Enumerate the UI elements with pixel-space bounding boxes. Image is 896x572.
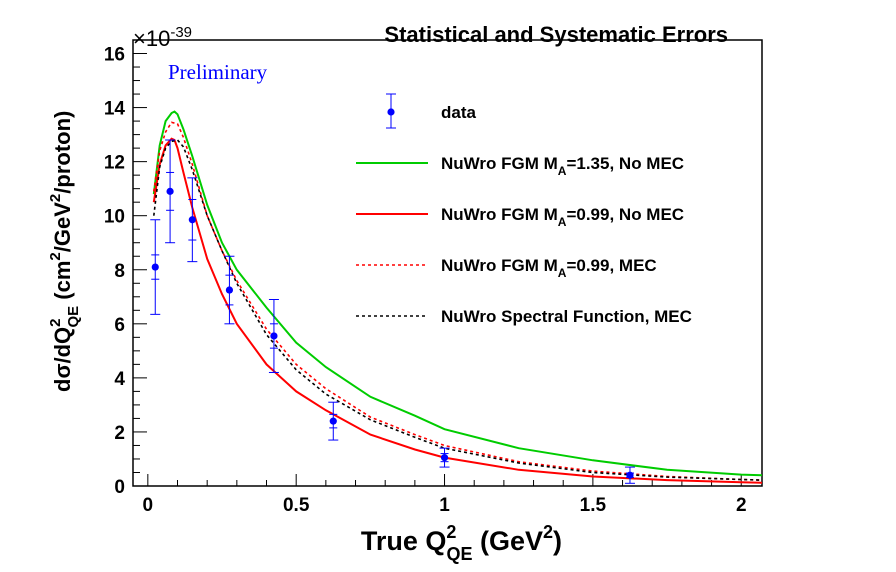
legend-label-name: NuWro FGM M	[441, 205, 558, 224]
plot-frame	[132, 39, 763, 487]
legend-entry-4: NuWro Spectral Function, MEC	[356, 307, 692, 326]
x-label-units-sup: 2	[543, 522, 553, 542]
legend-label: NuWro FGM MA=1.35, No MEC	[441, 154, 684, 178]
data-point-4	[224, 255, 235, 325]
series-line-1	[152, 110, 762, 477]
legend-entry-2: NuWro FGM MA=0.99, No MEC	[356, 205, 684, 229]
y-label-b: (cm	[50, 261, 75, 306]
legend-label-data: data	[441, 103, 477, 122]
scale-exponent: -39	[170, 24, 192, 41]
legend-entry-3: NuWro FGM MA=0.99, MEC	[356, 256, 657, 280]
legend-entry-data: data	[386, 93, 477, 129]
x-label-sup: 2	[446, 522, 456, 542]
x-tick-label: 0.5	[283, 495, 310, 516]
y-label-sup-c: 2	[47, 194, 64, 202]
preliminary-annotation: Preliminary	[168, 60, 268, 84]
y-label-sup-a: 2	[47, 319, 64, 327]
legend-label: NuWro FGM MA=0.99, MEC	[441, 256, 657, 280]
y-label-sup-b: 2	[47, 252, 64, 260]
y-tick-label: 14	[104, 99, 126, 120]
x-tick-label: 1.5	[580, 495, 607, 516]
x-tick-label: 1	[439, 495, 450, 516]
data-marker	[166, 187, 174, 195]
y-tick-label: 8	[114, 261, 125, 282]
y-label-a: dσ/dQ	[50, 327, 75, 392]
y-scale-multiplier: ×10-39	[133, 24, 192, 51]
data-marker	[225, 286, 234, 294]
legend-label-name: NuWro FGM M	[441, 256, 558, 275]
y-tick-label: 4	[114, 369, 125, 390]
chart-title: Statistical and Systematic Errors	[384, 22, 728, 47]
data-marker	[626, 471, 634, 479]
x-label-units-open: (GeV	[472, 526, 543, 556]
y-tick-label: 0	[114, 477, 125, 498]
x-axis-label: True Q2 QE (GeV2)	[361, 522, 562, 564]
data-point-7	[439, 447, 450, 468]
legend-marker	[387, 108, 395, 116]
data-marker	[188, 216, 196, 224]
y-tick-label: 10	[104, 207, 125, 228]
series-line-3	[153, 121, 762, 481]
data-marker	[440, 454, 449, 462]
series-line-2	[152, 137, 762, 484]
legend-label: NuWro Spectral Function, MEC	[441, 307, 692, 326]
y-label-c: /GeV	[50, 202, 75, 252]
data-point-5	[268, 298, 279, 373]
legend-label-sub: A	[558, 215, 567, 229]
x-label-main: True Q	[361, 526, 447, 556]
x-label-sub: QE	[446, 544, 472, 564]
scale-base: ×10	[133, 26, 170, 51]
legend-label-name: NuWro FGM M	[441, 154, 558, 173]
y-tick-label: 2	[114, 423, 125, 444]
data-marker	[151, 263, 159, 271]
y-label-sub-a: QE	[65, 306, 82, 328]
series-line-4	[153, 139, 762, 481]
x-label-units-close: )	[553, 526, 562, 556]
data-marker	[270, 332, 278, 340]
y-axis-label: dσ/dQ2QE (cm2/GeV2/proton)	[47, 111, 82, 392]
legend-entry-1: NuWro FGM MA=1.35, No MEC	[356, 154, 684, 178]
y-tick-label: 16	[104, 45, 125, 66]
legend-label-sub: A	[558, 164, 567, 178]
svg-text:×10-39: ×10-39	[133, 24, 192, 51]
legend-label-rest: =0.99, MEC	[566, 256, 656, 275]
y-label-d: /proton)	[50, 111, 75, 194]
data-point-1	[150, 219, 161, 315]
x-tick-label: 2	[736, 495, 747, 516]
y-tick-label: 6	[114, 315, 125, 336]
data-marker	[329, 417, 337, 425]
legend-label-sub: A	[558, 266, 567, 280]
legend-label: NuWro FGM MA=0.99, No MEC	[441, 205, 684, 229]
legend-label-rest: =1.35, No MEC	[566, 154, 684, 173]
data-point-8	[624, 466, 635, 484]
legend-label-name: NuWro Spectral Function, MEC	[441, 307, 692, 326]
y-tick-label: 12	[104, 153, 125, 174]
data-point-2	[165, 139, 176, 244]
x-tick-label: 0	[143, 495, 154, 516]
legend-label-rest: =0.99, No MEC	[566, 205, 684, 224]
data-point-3	[187, 177, 198, 263]
data-point-6	[328, 401, 339, 441]
